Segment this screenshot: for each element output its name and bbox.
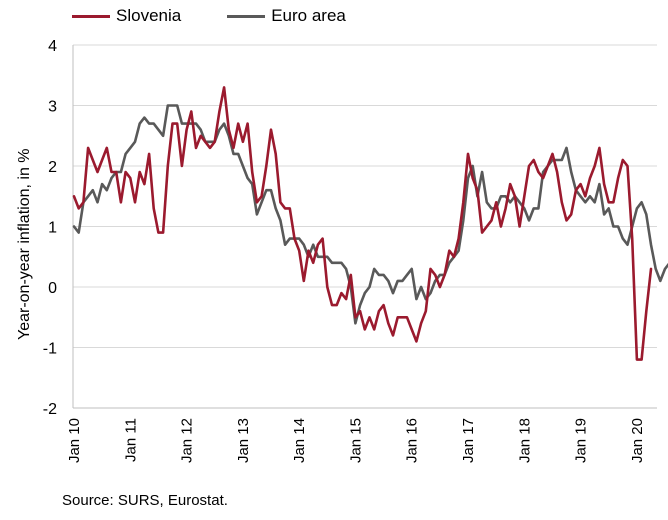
y-tick-label: 2 [48,159,57,176]
x-tick-labels: Jan 10 Jan 11 Jan 12 Jan 13 Jan 14 Jan 15 Jan … [66,418,646,463]
x-tick-label: Jan 17 [460,418,477,463]
legend-item-euro-area: Euro area [227,6,346,26]
x-tick-label: Jan 13 [235,418,252,463]
y-tick-label: -2 [43,401,57,418]
x-tick-label: Jan 19 [573,418,590,463]
x-tick-label: Jan 14 [291,418,308,463]
x-tick-label: Jan 16 [404,418,421,463]
legend-label-slovenia: Slovenia [116,6,182,25]
gridlines [73,44,657,409]
series-line-euro-area [72,104,668,325]
y-tick-label: 1 [48,220,57,237]
legend-label-euro-area: Euro area [271,6,346,25]
legend-swatch-euro-area [227,14,266,18]
y-tick-labels: 4 3 2 1 0 -1 -2 [43,38,57,418]
x-tick-label: Jan 18 [516,418,533,463]
source-note: Source: SURS, Eurostat. [62,492,228,509]
y-tick-label: 4 [48,38,57,55]
y-tick-label: 3 [48,99,57,116]
x-tick-label: Jan 12 [179,418,196,463]
y-tick-label: 0 [48,280,57,297]
legend: Slovenia Euro area [72,6,392,26]
y-tick-label: -1 [43,341,57,358]
legend-swatch-slovenia [72,14,110,18]
x-tick-label: Jan 11 [122,418,139,462]
x-tick-label: Jan 10 [66,418,83,463]
series-line-slovenia [72,86,653,361]
x-tick-label: Jan 15 [347,418,364,463]
y-axis-label: Year-on-year inflation, in % [16,148,33,340]
x-tick-label: Jan 20 [629,418,646,463]
legend-item-slovenia: Slovenia [72,6,181,26]
series-lines [72,86,668,361]
